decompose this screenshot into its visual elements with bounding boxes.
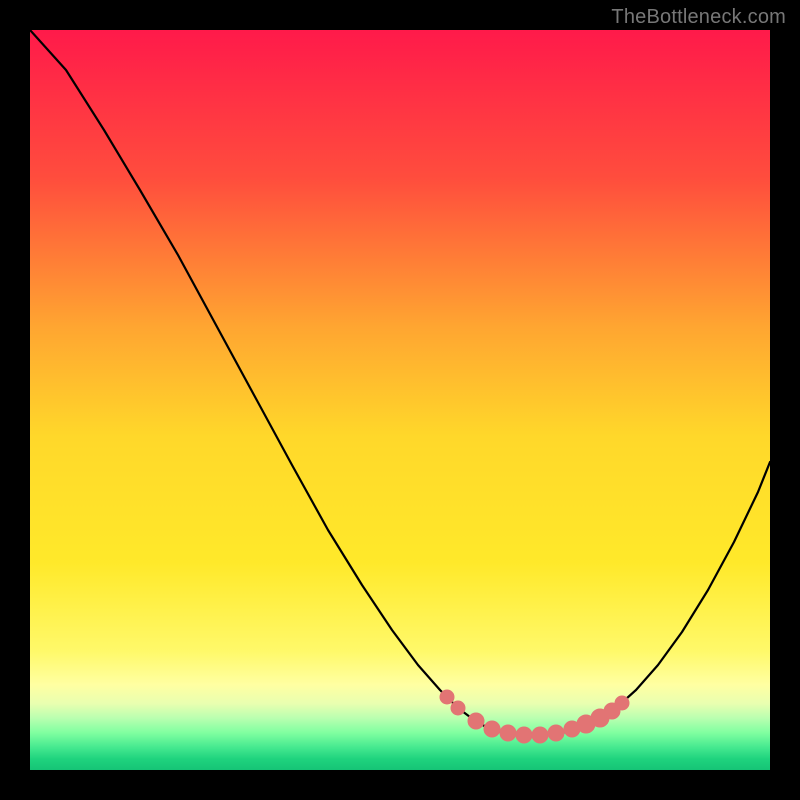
curve-marker (440, 690, 454, 704)
curve-marker (500, 725, 516, 741)
curve-marker (516, 727, 532, 743)
curve-marker (548, 725, 564, 741)
watermark-text: TheBottleneck.com (611, 6, 786, 29)
chart-svg (30, 30, 770, 770)
curve-marker (484, 721, 500, 737)
curve-marker (468, 713, 484, 729)
curve-marker (532, 727, 548, 743)
bottleneck-curve (30, 30, 770, 735)
chart-frame (30, 30, 770, 770)
curve-marker (615, 696, 629, 710)
curve-marker (451, 701, 465, 715)
